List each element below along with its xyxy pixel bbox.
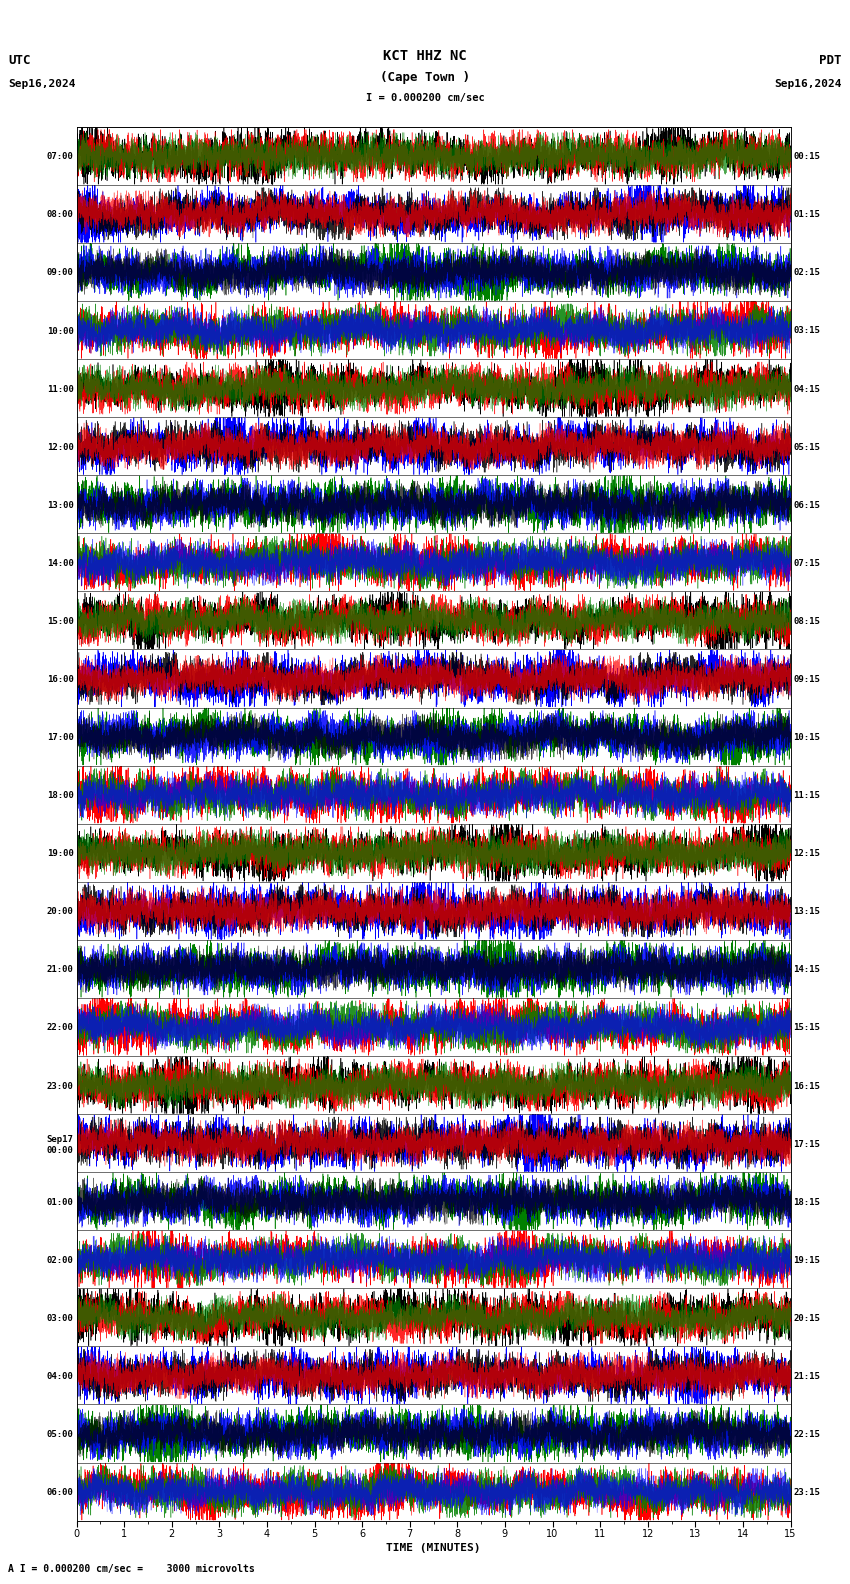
- Text: PDT: PDT: [819, 54, 842, 67]
- Text: A I = 0.000200 cm/sec =    3000 microvolts: A I = 0.000200 cm/sec = 3000 microvolts: [8, 1565, 255, 1574]
- Text: KCT HHZ NC: KCT HHZ NC: [383, 49, 467, 63]
- Text: Sep16,2024: Sep16,2024: [774, 79, 842, 89]
- X-axis label: TIME (MINUTES): TIME (MINUTES): [386, 1543, 481, 1554]
- Text: (Cape Town ): (Cape Town ): [380, 71, 470, 84]
- Text: I = 0.000200 cm/sec: I = 0.000200 cm/sec: [366, 93, 484, 103]
- Text: UTC: UTC: [8, 54, 31, 67]
- Text: Sep16,2024: Sep16,2024: [8, 79, 76, 89]
